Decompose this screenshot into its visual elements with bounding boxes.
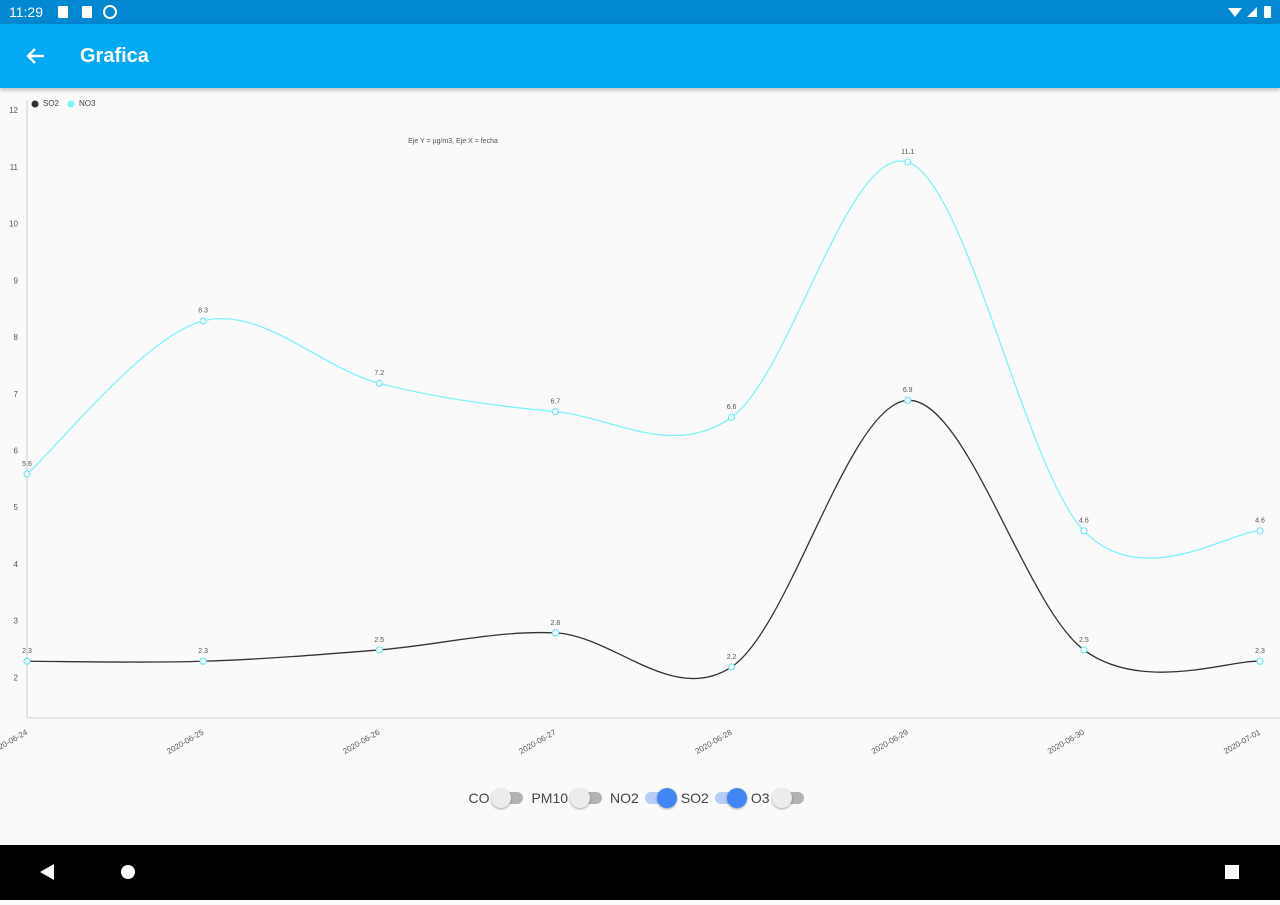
y-tick-label: 12 [9, 106, 18, 115]
data-point [727, 413, 736, 421]
data-point [199, 317, 207, 325]
data-label: 8.3 [198, 308, 208, 315]
toggle-switch[interactable] [491, 786, 527, 810]
back-button[interactable] [24, 44, 48, 68]
data-label: 2.2 [727, 654, 737, 661]
data-point [1256, 657, 1264, 665]
data-label: 2.5 [1079, 637, 1089, 644]
data-point [1256, 527, 1264, 535]
data-label: 6.6 [727, 404, 737, 411]
y-tick-label: 10 [9, 220, 18, 229]
data-point [904, 396, 912, 404]
switch-knob [570, 788, 591, 808]
x-tick-label: 2020-06-30 [1046, 727, 1086, 756]
pollutant-toggles: CO PM10 NO2 SO2 O3 [0, 784, 1280, 812]
series-line [26, 399, 1261, 680]
x-tick-label: 2020-06-27 [518, 727, 558, 756]
toggle-label: NO2 [610, 790, 639, 806]
series-line [26, 160, 1261, 559]
data-label: 4.6 [1079, 518, 1089, 525]
data-point [551, 629, 560, 637]
x-tick-label: 2020-06-25 [165, 727, 205, 756]
chart-subtitle: Eje Y = µg/m3, Eje X = fecha [408, 138, 498, 145]
legend-label: SO2 [43, 99, 60, 108]
data-label: 11.1 [901, 149, 914, 156]
data-label: 2.8 [551, 620, 561, 627]
status-icons [58, 5, 1271, 19]
y-tick-label: 8 [14, 333, 19, 342]
app-bar: Grafica [0, 24, 1280, 88]
data-label: 5.6 [22, 461, 32, 468]
y-tick-label: 9 [14, 276, 19, 285]
nav-buttons [40, 864, 1239, 880]
y-tick-label: 7 [14, 390, 19, 399]
data-label: 4.6 [1255, 518, 1265, 525]
data-label: 2.3 [22, 648, 32, 655]
toggle-switch[interactable] [711, 786, 747, 810]
toggle-item: O3 [751, 786, 812, 810]
data-label: 6.9 [903, 387, 913, 394]
data-point [551, 408, 560, 416]
legend-swatch [31, 100, 39, 108]
switch-knob [656, 788, 677, 808]
toggle-label: CO [468, 790, 490, 806]
x-tick-label: 2020-06-28 [694, 727, 734, 756]
x-tick-label: 2020-06-26 [341, 727, 381, 756]
data-point [1080, 646, 1088, 654]
data-label: 2.5 [374, 637, 384, 644]
toggle-item: PM10 [531, 786, 610, 810]
data-label: 7.2 [374, 370, 384, 377]
screen-title: Grafica [80, 45, 149, 67]
toggle-item: NO2 [610, 786, 681, 810]
y-tick-label: 2 [14, 673, 19, 682]
nav-home[interactable] [121, 865, 135, 879]
toggle-item: SO2 [681, 786, 751, 810]
data-point [199, 657, 207, 665]
y-tick-label: 6 [14, 446, 19, 455]
data-point [1080, 527, 1088, 535]
status-bar: 11:29 [0, 0, 1280, 24]
data-point [375, 379, 383, 387]
toggle-label: O3 [750, 790, 770, 806]
legend-label: NO3 [79, 99, 96, 108]
nav-back[interactable] [40, 864, 54, 880]
y-tick-label: 11 [10, 163, 19, 172]
switch-knob [726, 788, 747, 808]
data-label: 2.3 [1255, 648, 1265, 655]
chart: 2 3 4 5 6 7 8 9 10 11 12 2020-06-24 2020-06-25 2020-0… [0, 99, 1280, 756]
toggle-switch[interactable] [771, 786, 808, 810]
toggle-item: CO [468, 786, 531, 810]
y-tick-label: 5 [14, 503, 19, 512]
data-point [904, 158, 912, 166]
toggle-label: PM10 [531, 790, 569, 806]
y-tick-label: 3 [14, 617, 19, 626]
y-tick-label: 4 [14, 560, 19, 569]
x-tick-label: 2020-06-24 [0, 727, 30, 756]
legend-swatch [67, 100, 75, 108]
data-point [23, 657, 31, 665]
data-label: 2.3 [198, 648, 208, 655]
toggle-label: SO2 [680, 790, 709, 806]
nav-recents[interactable] [1225, 865, 1239, 879]
toggle-switch[interactable] [570, 786, 606, 810]
toggle-switch[interactable] [641, 786, 677, 810]
clock: 11:29 [9, 4, 43, 20]
data-point [375, 646, 383, 654]
data-point [727, 663, 736, 671]
x-tick-label: 2020-06-29 [870, 727, 910, 756]
data-point [23, 470, 31, 478]
data-label: 6.7 [551, 399, 561, 406]
navigation-bar [0, 845, 1280, 900]
switch-knob [771, 788, 792, 808]
x-tick-label: 2020-07-01 [1222, 727, 1262, 756]
switch-knob [491, 788, 512, 808]
